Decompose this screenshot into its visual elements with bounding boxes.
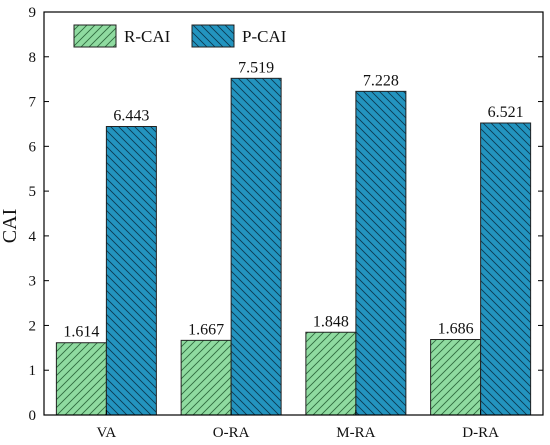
y-tick-label: 5 — [29, 184, 37, 200]
legend-label-r-cai: R-CAI — [124, 27, 171, 46]
bar-r-cai-va — [55, 342, 107, 416]
y-axis-title: CAI — [0, 209, 21, 243]
y-tick-label: 1 — [29, 363, 37, 379]
y-tick-label: 6 — [29, 139, 37, 155]
bar-p-cai-va — [105, 125, 157, 416]
y-tick-label: 2 — [29, 318, 37, 334]
y-tick-label: 4 — [29, 229, 37, 245]
data-label: 1.686 — [438, 321, 474, 338]
legend-label-p-cai: P-CAI — [242, 27, 287, 46]
data-label: 7.519 — [238, 59, 274, 76]
y-tick-label: 7 — [29, 95, 37, 111]
bar-r-cai-m-ra — [305, 331, 357, 416]
x-tick-label: D-RA — [462, 425, 499, 441]
bar-p-cai-m-ra — [355, 90, 407, 416]
bar-p-cai-o-ra — [230, 77, 282, 416]
legend-swatch-p-cai — [191, 24, 235, 48]
data-label: 1.614 — [63, 324, 99, 341]
data-label: 7.228 — [363, 72, 399, 89]
y-tick-label: 9 — [29, 5, 37, 21]
y-tick-label: 3 — [29, 274, 37, 290]
x-tick-label: M-RA — [336, 425, 375, 441]
plot-frame — [43, 11, 544, 416]
bar-p-cai-d-ra — [480, 122, 532, 416]
y-tick-label: 0 — [29, 408, 37, 424]
data-label: 6.443 — [113, 107, 149, 124]
data-label: 1.848 — [313, 313, 349, 330]
x-tick-label: VA — [97, 425, 117, 441]
data-label: 6.521 — [488, 104, 524, 121]
y-tick-label: 8 — [29, 50, 37, 66]
x-tick-label: O-RA — [213, 425, 250, 441]
legend-swatch-r-cai — [73, 24, 117, 48]
bar-r-cai-d-ra — [430, 339, 482, 416]
bar-r-cai-o-ra — [180, 339, 232, 416]
data-label: 1.667 — [188, 321, 224, 338]
